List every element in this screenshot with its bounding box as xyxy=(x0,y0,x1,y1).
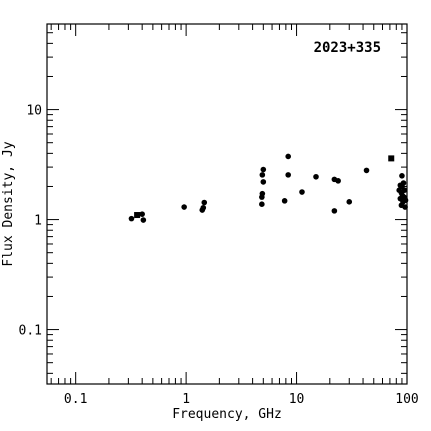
data-point xyxy=(346,199,353,205)
data-point xyxy=(259,172,266,178)
x-tick-label: 0.1 xyxy=(64,392,87,407)
tick-labels: 0.1 1 10 100 0.1 1 10 xyxy=(19,104,419,407)
data-point xyxy=(285,153,291,160)
data-point xyxy=(299,189,305,195)
data-point xyxy=(402,197,409,204)
data-point xyxy=(259,201,265,207)
data-point-square xyxy=(134,212,141,219)
data-point xyxy=(313,173,319,180)
y-tick-label: 1 xyxy=(34,214,42,229)
x-tick-label: 10 xyxy=(289,392,305,407)
data-point xyxy=(200,204,207,211)
data-point xyxy=(139,211,145,217)
data-point xyxy=(281,198,288,204)
data-point xyxy=(331,208,338,214)
data-point xyxy=(181,204,187,210)
data-point xyxy=(260,179,267,185)
data-point-square xyxy=(388,155,395,162)
data-point xyxy=(363,167,370,174)
plot-frame xyxy=(46,23,408,385)
source-name-annotation: 2023+335 xyxy=(314,40,381,56)
axis-ticks xyxy=(47,23,408,384)
data-point xyxy=(399,173,405,179)
data-point xyxy=(400,180,407,186)
x-tick-label: 100 xyxy=(395,392,418,407)
y-axis-label: Flux Density, Jy xyxy=(1,141,16,266)
data-point xyxy=(260,166,267,173)
y-tick-label: 0.1 xyxy=(19,324,42,339)
x-axis-label: Frequency, GHz xyxy=(172,407,282,422)
data-points xyxy=(128,153,409,223)
y-tick-label: 10 xyxy=(26,104,42,119)
x-tick-label: 1 xyxy=(182,392,190,407)
data-point xyxy=(140,217,147,223)
data-point xyxy=(401,187,408,193)
data-point xyxy=(128,215,135,222)
data-point xyxy=(285,172,291,178)
data-point xyxy=(335,178,341,184)
data-point xyxy=(201,199,208,206)
data-point xyxy=(402,204,408,210)
data-point xyxy=(259,190,266,197)
